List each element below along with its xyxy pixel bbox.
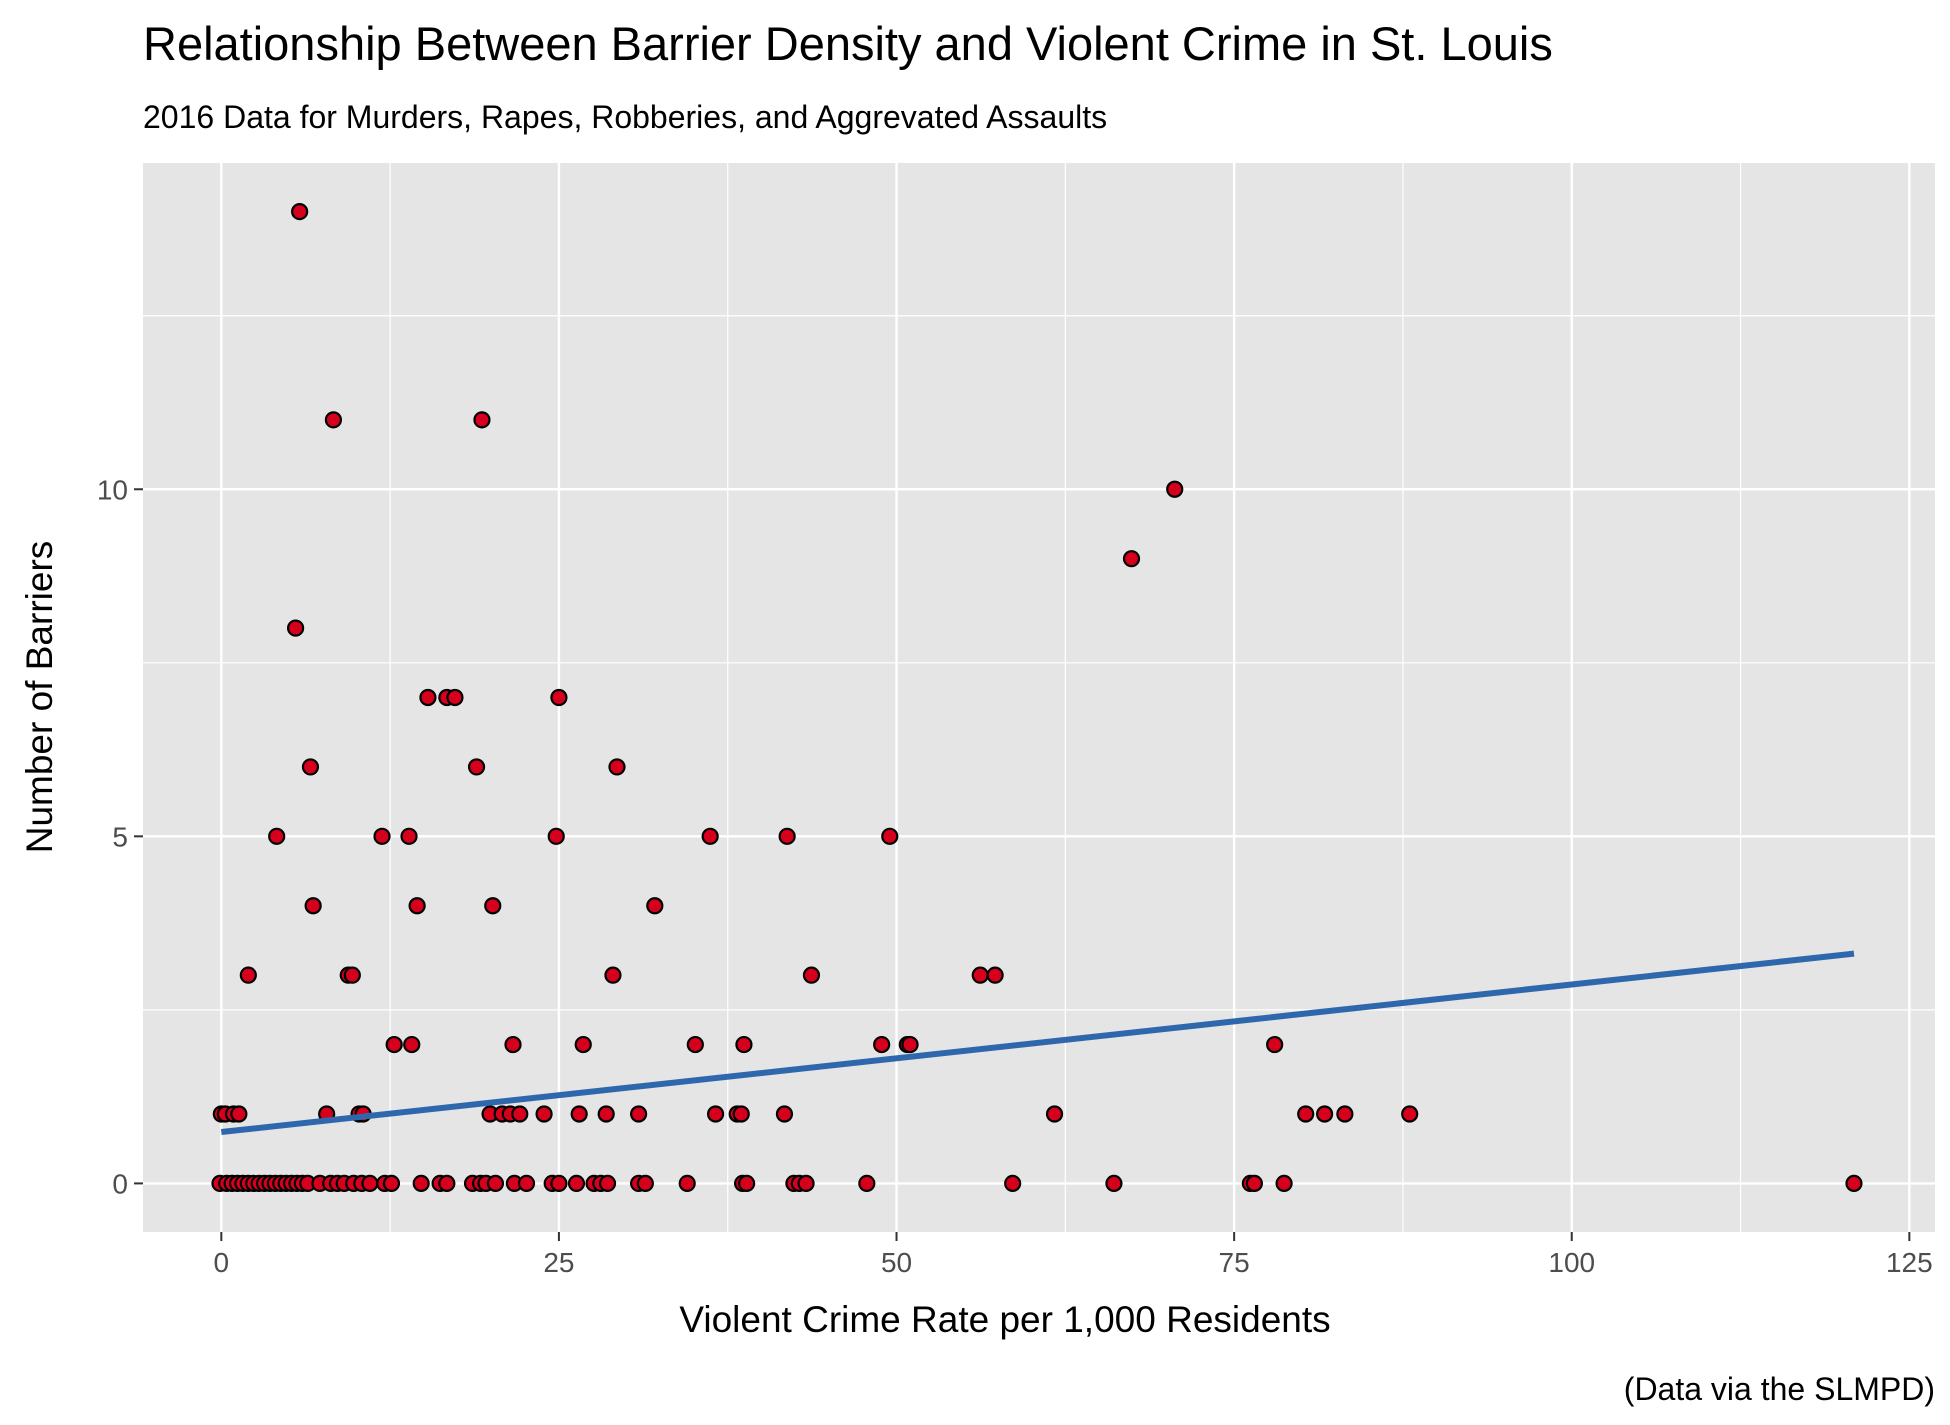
data-point (1401, 1105, 1419, 1123)
data-point (775, 1105, 794, 1123)
data-point (802, 966, 821, 984)
data-point (412, 1174, 430, 1193)
data-point (473, 411, 491, 429)
data-point (486, 1174, 505, 1193)
data-point (550, 688, 568, 707)
data-point (706, 1105, 725, 1123)
data-point (535, 1105, 553, 1123)
data-point (517, 1174, 536, 1193)
data-point (1004, 1174, 1022, 1193)
data-point (438, 1174, 456, 1193)
chart-subtitle: 2016 Data for Murders, Rapes, Robberies,… (143, 99, 1107, 135)
y-tick-label: 5 (112, 821, 128, 852)
data-point (504, 1035, 522, 1054)
x-tick-label: 75 (1219, 1247, 1250, 1278)
data-point (604, 966, 622, 984)
x-tick-label: 0 (214, 1247, 230, 1278)
data-point (701, 827, 719, 845)
data-point (986, 966, 1004, 984)
data-point (1316, 1105, 1334, 1123)
data-point (446, 688, 464, 707)
data-point (547, 827, 565, 845)
data-point (901, 1035, 919, 1054)
data-point (797, 1174, 815, 1193)
data-point (1166, 480, 1184, 498)
data-point (678, 1174, 696, 1193)
data-point (400, 827, 418, 845)
data-point (301, 758, 320, 776)
data-point (1297, 1105, 1315, 1123)
data-point (873, 1035, 891, 1054)
data-point (268, 827, 286, 845)
chart-caption: (Data via the SLMPD) (1624, 1371, 1935, 1407)
data-point (304, 897, 322, 915)
data-point (881, 827, 899, 845)
data-point (1336, 1105, 1354, 1123)
data-point (732, 1105, 750, 1123)
data-point (230, 1105, 248, 1123)
data-point (1105, 1174, 1123, 1193)
data-point (858, 1174, 876, 1193)
data-point (550, 1174, 568, 1193)
data-point (467, 758, 486, 776)
data-point (385, 1035, 403, 1054)
data-point (636, 1174, 654, 1193)
data-point (324, 411, 343, 429)
chart-title: Relationship Between Barrier Density and… (143, 17, 1553, 70)
data-point (484, 897, 502, 915)
data-point (971, 966, 989, 984)
x-axis-title: Violent Crime Rate per 1,000 Residents (679, 1299, 1330, 1340)
trend-line (220, 950, 1855, 1136)
y-tick-label: 10 (97, 474, 128, 505)
gridlines (143, 163, 1935, 1232)
data-point (778, 827, 796, 845)
data-point (598, 1174, 617, 1193)
data-point (597, 1105, 615, 1123)
data-point (1245, 1174, 1263, 1193)
data-point (608, 758, 626, 776)
data-point (1845, 1174, 1863, 1193)
data-point (286, 619, 305, 637)
y-tick-label: 0 (112, 1168, 128, 1199)
data-point (567, 1174, 586, 1193)
y-axis-title: Number of Barriers (19, 541, 60, 854)
data-point (738, 1174, 756, 1193)
data-point (373, 827, 391, 845)
data-point (646, 897, 664, 915)
x-tick-label: 100 (1548, 1247, 1595, 1278)
data-point (1266, 1035, 1284, 1054)
plot-panel (143, 163, 1935, 1232)
data-point (570, 1105, 588, 1123)
x-tick-label: 50 (881, 1247, 912, 1278)
data-point (1275, 1174, 1293, 1193)
data-point (239, 966, 257, 984)
data-point (419, 688, 437, 707)
data-point (343, 966, 361, 984)
data-point (735, 1035, 753, 1054)
axis-ticks: 0 25 50 75 100 125 0 5 10 (97, 474, 1933, 1278)
data-point (686, 1035, 704, 1054)
data-point (1122, 550, 1141, 568)
data-point (511, 1105, 529, 1123)
data-point (574, 1035, 592, 1054)
x-tick-label: 125 (1886, 1247, 1933, 1278)
data-point (630, 1105, 648, 1123)
data-point (361, 1174, 379, 1193)
data-points (211, 202, 1863, 1193)
data-point (291, 202, 309, 221)
data-point (408, 897, 426, 915)
data-point (382, 1174, 401, 1193)
x-tick-label: 25 (543, 1247, 574, 1278)
data-point (1045, 1105, 1064, 1123)
data-point (403, 1035, 421, 1054)
